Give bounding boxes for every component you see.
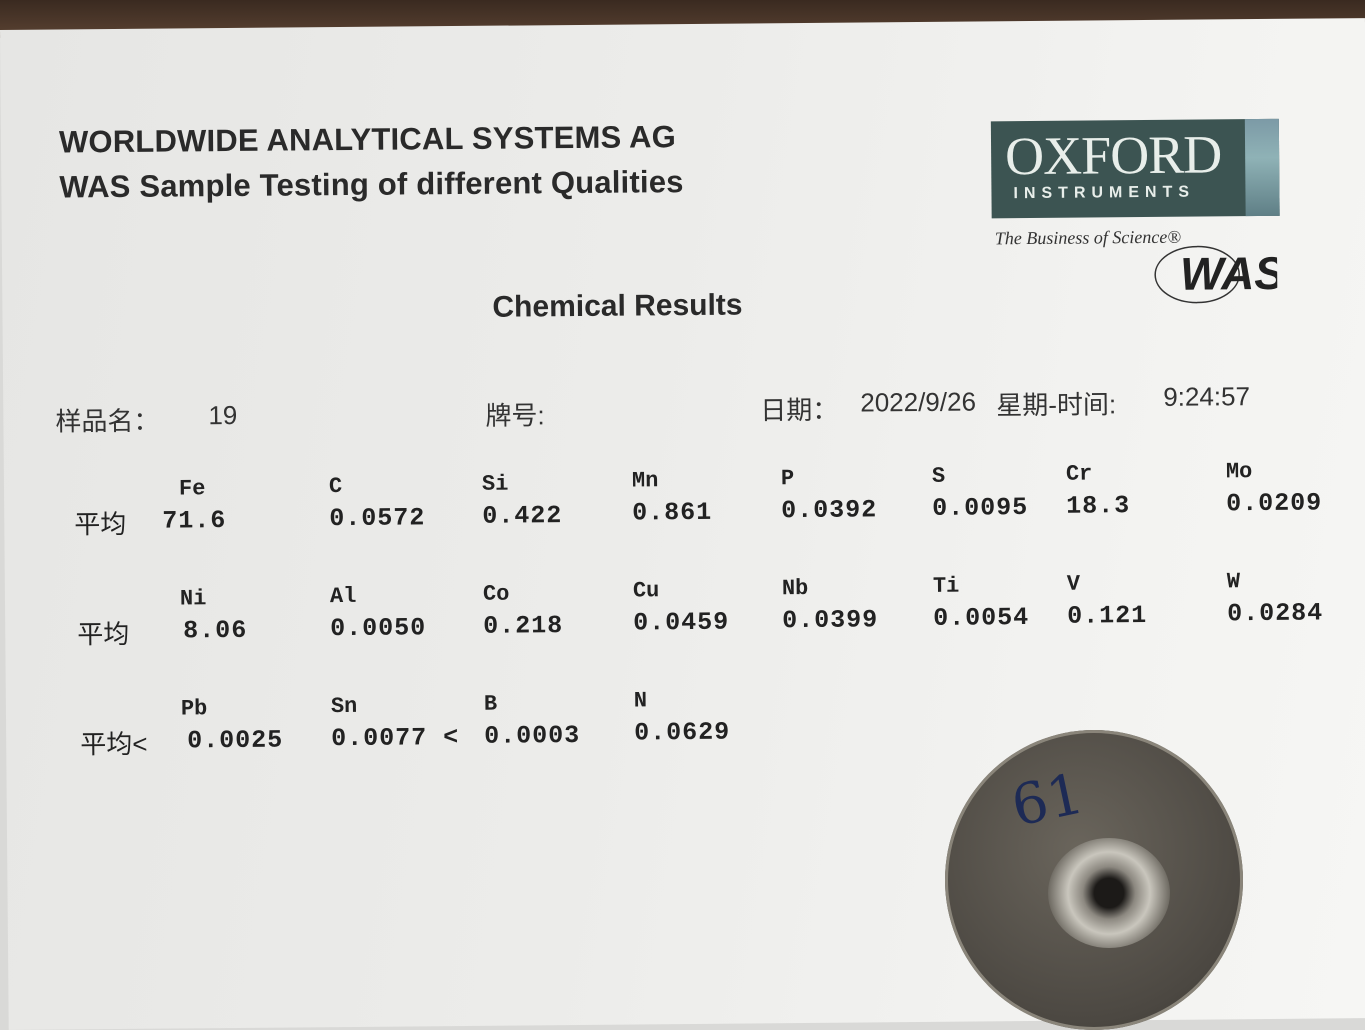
element-value: 0.0050 <box>330 613 427 643</box>
element-value: 71.6 <box>162 506 227 536</box>
element-value: 0.0003 <box>484 720 581 751</box>
was-logo: WAS <box>1154 245 1277 304</box>
element-value: 0.0284 <box>1227 598 1324 628</box>
element-symbol: Ni <box>179 586 207 612</box>
element-value: 0.0209 <box>1226 488 1323 518</box>
average-label: 平均 <box>74 508 127 540</box>
logo-brand-sub: INSTRUMENTS <box>1013 183 1196 203</box>
logo-brand: OXFORD <box>1004 124 1222 187</box>
element-value: 0.121 <box>1067 600 1148 631</box>
element-value: 0.0095 <box>932 493 1029 523</box>
element-symbol: Al <box>329 583 357 609</box>
element-symbol: Mn <box>631 468 659 494</box>
svg-text:WAS: WAS <box>1180 247 1277 300</box>
sample-name-value: 19 <box>208 399 238 431</box>
element-symbol: V <box>1066 571 1081 597</box>
average-label: 平均< <box>80 728 148 760</box>
element-value: 0.0025 <box>187 725 284 756</box>
sample-name-label: 样品名： <box>55 405 160 437</box>
logo-stripe <box>1244 118 1280 217</box>
element-value: 18.3 <box>1066 490 1131 521</box>
oxford-instruments-logo: OXFORD INSTRUMENTS <box>990 118 1280 219</box>
time-value: 9:24:57 <box>1163 381 1251 412</box>
element-symbol: Si <box>481 471 509 497</box>
company-name: WORLDWIDE ANALYTICAL SYSTEMS AG <box>58 119 677 160</box>
element-symbol: Co <box>482 581 510 607</box>
element-symbol: Sn <box>330 693 358 719</box>
element-value: 0.218 <box>483 610 564 641</box>
element-symbol: B <box>483 691 498 717</box>
report-sheet: WORLDWIDE ANALYTICAL SYSTEMS AG WAS Samp… <box>0 18 1365 1030</box>
time-label: 星期-时间: <box>996 389 1117 421</box>
element-symbol: Cr <box>1065 461 1093 487</box>
element-value: 0.0572 <box>329 503 426 533</box>
element-symbol: Pb <box>180 696 208 722</box>
element-symbol: N <box>633 688 648 714</box>
element-symbol: W <box>1226 568 1241 594</box>
element-value: 0.0054 <box>933 603 1030 633</box>
element-value: 0.422 <box>482 500 563 531</box>
element-value: 0.0629 <box>634 718 731 748</box>
average-label: 平均 <box>77 618 130 650</box>
element-symbol: Fe <box>178 476 206 502</box>
element-symbol: P <box>780 466 795 492</box>
element-symbol: Mo <box>1225 458 1253 484</box>
element-value: 0.0392 <box>781 495 878 526</box>
report-subtitle: WAS Sample Testing of different Qualitie… <box>59 164 684 205</box>
element-value: 0.0077 < <box>331 722 460 753</box>
element-symbol: Nb <box>781 576 809 602</box>
date-label: 日期： <box>760 394 839 426</box>
element-value: 8.06 <box>183 615 248 646</box>
element-symbol: C <box>328 473 343 499</box>
element-symbol: Cu <box>632 578 660 604</box>
element-value: 0.861 <box>632 498 713 528</box>
sample-nut-photo <box>1048 838 1170 948</box>
report-title: Chemical Results <box>492 288 743 324</box>
grade-label: 牌号: <box>485 400 545 431</box>
element-value: 0.0399 <box>782 605 879 636</box>
element-symbol: Ti <box>932 573 960 599</box>
element-symbol: S <box>931 463 946 489</box>
element-value: 0.0459 <box>633 608 730 638</box>
date-value: 2022/9/26 <box>860 386 977 418</box>
